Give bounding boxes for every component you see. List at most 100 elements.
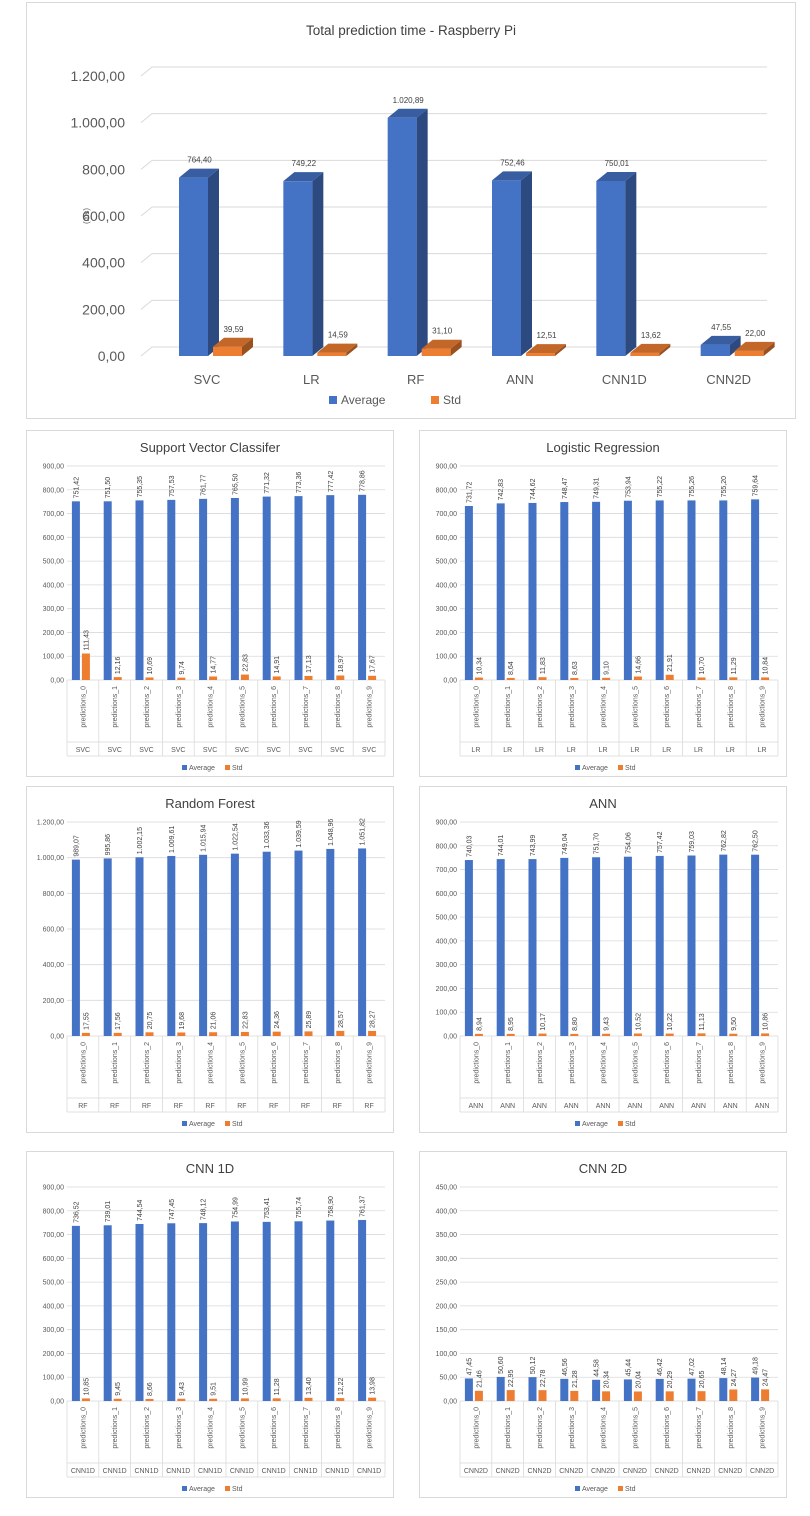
group-label: RF xyxy=(78,1103,87,1110)
data-label-std: 20,29 xyxy=(667,1371,674,1389)
chart-svg: Logistic Regression 0,00 100,00 200,00 300,0… xyxy=(436,440,779,772)
bar-std xyxy=(570,1390,579,1401)
data-label: 764,40 xyxy=(187,156,212,165)
y-tick-label: 400,00 xyxy=(43,962,65,969)
chart-svg: Total prediction time - Raspberry Pi 0,00… xyxy=(71,23,775,407)
bar-std xyxy=(240,674,249,680)
data-label-average: 736,52 xyxy=(73,1201,80,1223)
x-tick-label: predictions_9 xyxy=(760,1407,767,1449)
y-tick-label: 400,00 xyxy=(43,582,65,589)
bar-std xyxy=(145,1032,154,1036)
data-label-average: 739,01 xyxy=(105,1201,112,1223)
data-label: 12,51 xyxy=(536,331,557,340)
data-label-std: 22,95 xyxy=(508,1369,515,1387)
bar-std xyxy=(633,676,642,680)
data-label-std: 9,10 xyxy=(604,661,611,675)
bar-std xyxy=(272,1031,281,1036)
y-tick-label: 0,00 xyxy=(50,1399,64,1406)
bar-average xyxy=(103,858,112,1036)
bar-std xyxy=(506,1033,515,1036)
x-tick-label: CNN2D xyxy=(706,372,751,387)
data-label: 47,55 xyxy=(711,323,732,332)
bar-std-front xyxy=(317,352,347,356)
group-label: CNN2D xyxy=(686,1468,710,1475)
bar-std xyxy=(304,1031,313,1036)
data-label-std: 9,43 xyxy=(179,1382,186,1396)
bar-std xyxy=(113,1398,122,1401)
bar-average xyxy=(496,859,505,1036)
x-tick-label: predictions_3 xyxy=(176,1407,183,1449)
data-label-std: 14,77 xyxy=(211,656,218,674)
x-tick-label: predictions_5 xyxy=(632,686,639,728)
x-tick-label: predictions_7 xyxy=(303,1407,310,1449)
data-label-std: 8,63 xyxy=(572,661,579,675)
data-label-std: 21,46 xyxy=(476,1370,483,1388)
bar-std xyxy=(602,677,611,680)
bar-average xyxy=(262,851,271,1036)
data-label: 752,46 xyxy=(500,158,525,167)
group-label: LR xyxy=(630,747,639,754)
bar-average xyxy=(623,500,632,680)
x-tick-label: predictions_2 xyxy=(144,1042,151,1084)
chart-title: CNN 2D xyxy=(579,1161,627,1176)
bar-average-front xyxy=(596,180,626,356)
x-tick-label: predictions_8 xyxy=(335,1407,342,1449)
x-tick-label: predictions_5 xyxy=(632,1042,639,1084)
group-label: RF xyxy=(364,1103,373,1110)
bar-std xyxy=(240,1031,249,1036)
bar-average xyxy=(135,1223,144,1401)
data-label-average: 742,83 xyxy=(498,479,505,501)
y-tick-label: 800,00 xyxy=(43,891,65,898)
data-label-std: 17,56 xyxy=(115,1012,122,1030)
bar-average-side xyxy=(625,171,637,356)
y-tick-label: 800,00 xyxy=(43,1208,65,1215)
data-label-std: 10,84 xyxy=(763,657,770,675)
bar-std xyxy=(272,676,281,680)
bar-average xyxy=(496,503,505,680)
group-label: SVC xyxy=(298,747,312,754)
data-label-average: 1.039,59 xyxy=(296,820,303,847)
data-label: 31,10 xyxy=(432,327,453,336)
bar-std xyxy=(697,1033,706,1036)
x-tick-label: predictions_7 xyxy=(303,1042,310,1084)
x-tick-label: predictions_4 xyxy=(601,1407,608,1449)
bar-average xyxy=(71,859,80,1036)
bar-average-top xyxy=(283,172,324,182)
y-tick-label: 200,00 xyxy=(436,986,458,993)
x-tick-label: predictions_4 xyxy=(208,1042,215,1084)
x-tick-label: predictions_7 xyxy=(696,1407,703,1449)
data-label-average: 1.022,54 xyxy=(232,823,239,850)
x-tick-label: predictions_1 xyxy=(505,686,512,728)
data-label-average: 754,06 xyxy=(625,832,632,854)
data-label-average: 47,02 xyxy=(689,1358,696,1376)
bar-average xyxy=(687,500,696,680)
legend-swatch-average xyxy=(329,396,337,404)
data-label-average: 1.009,61 xyxy=(169,826,176,853)
y-tick-label: 500,00 xyxy=(43,559,65,566)
data-label-std: 20,34 xyxy=(604,1371,611,1389)
bar-average-front xyxy=(179,177,208,356)
y-tick-label: 300,00 xyxy=(436,962,458,969)
bar-average xyxy=(167,855,176,1036)
legend-swatch-std xyxy=(225,765,230,770)
legend-swatch-average xyxy=(575,765,580,770)
bar-average xyxy=(560,857,569,1036)
bar-average xyxy=(294,496,303,680)
bar-average xyxy=(71,501,80,680)
x-tick-label: predictions_6 xyxy=(664,1407,671,1449)
data-label-average: 761,77 xyxy=(201,474,208,496)
x-tick-label: predictions_2 xyxy=(144,686,151,728)
chart-svg: CNN 1D 0,00 100,00 200,00 300,00 400,00 500,00… xyxy=(43,1161,386,1493)
x-tick-label: predictions_6 xyxy=(664,686,671,728)
chart-support-vector-classifier: Support Vector Classifer 0,00 100,00 200,00… xyxy=(26,430,394,777)
bar-average-side xyxy=(312,172,324,356)
chart-random-forest: Random Forest 0,00 200,00 400,00 600,00 800,0… xyxy=(26,786,394,1133)
x-tick-label: predictions_7 xyxy=(303,686,310,728)
data-label-std: 11,28 xyxy=(274,1378,281,1395)
bar-average-front xyxy=(700,344,730,356)
group-label: CNN1D xyxy=(230,1468,254,1475)
y-tick-label: 600,00 xyxy=(436,891,458,898)
bar-std xyxy=(602,1033,611,1036)
y-tick-label: 1.000,00 xyxy=(71,115,126,131)
data-label-average: 46,56 xyxy=(562,1358,569,1376)
